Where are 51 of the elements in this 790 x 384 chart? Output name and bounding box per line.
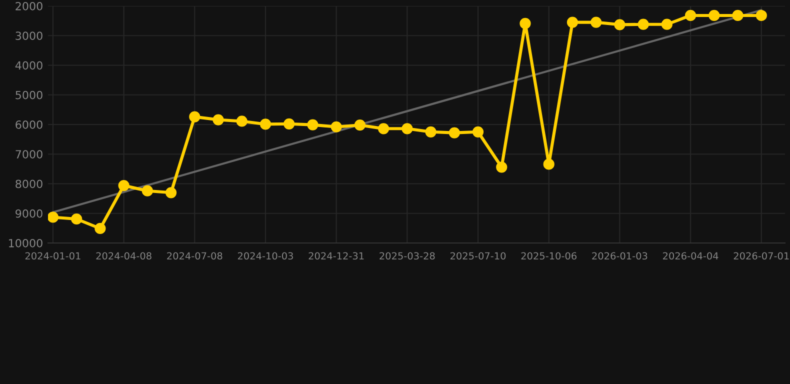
point [732, 10, 744, 22]
y-tick-label: 3000 [16, 32, 42, 40]
x-tick-label: 2025-03-28 [380, 252, 435, 260]
x-tick-label: 2024-12-31 [308, 252, 364, 260]
point [543, 158, 554, 170]
point [189, 111, 200, 122]
point [638, 18, 649, 30]
point [284, 118, 295, 130]
point [472, 126, 484, 138]
point [520, 18, 531, 30]
point [448, 127, 460, 138]
point [307, 119, 318, 130]
point [684, 10, 696, 22]
point [165, 187, 177, 198]
x-tick-label: 2024-07-08 [167, 252, 222, 260]
point [661, 18, 672, 30]
point [71, 213, 82, 225]
x-tick-label: 2026-07-01 [734, 252, 789, 260]
y-tick-label: 8000 [16, 180, 42, 188]
point [330, 121, 342, 132]
point [402, 123, 413, 134]
y-tick-label: 5000 [16, 90, 42, 100]
x-tick-label: 2026-04-04 [663, 252, 718, 260]
point [142, 185, 153, 196]
point [48, 212, 59, 223]
point [756, 10, 767, 22]
point [354, 120, 366, 131]
x-tick-label: 2024-10-03 [238, 252, 293, 260]
y-tick-label: 7000 [16, 150, 42, 159]
point [118, 180, 130, 192]
y-tick-label: 9000 [16, 209, 42, 218]
y-tick-label: 2000 [16, 2, 42, 10]
point [94, 222, 106, 234]
x-tick-label: 2026-01-03 [592, 252, 648, 260]
point [566, 16, 578, 28]
point [614, 19, 626, 30]
point [425, 126, 436, 138]
y-tick-label: 4000 [15, 61, 42, 70]
point [708, 10, 720, 22]
point [496, 162, 508, 173]
x-tick-label: 2024-01-01 [25, 252, 80, 260]
x-tick-label: 2024-04-08 [96, 252, 152, 260]
point [260, 118, 272, 130]
y-tick-label: 6000 [16, 120, 42, 129]
point [236, 116, 248, 127]
point [212, 114, 224, 126]
x-tick-label: 2025-07-10 [450, 252, 506, 260]
point [590, 16, 602, 28]
point [378, 123, 390, 134]
x-tick-label: 2025-10-06 [521, 252, 576, 260]
y-tick-label: 10000 [9, 238, 42, 248]
